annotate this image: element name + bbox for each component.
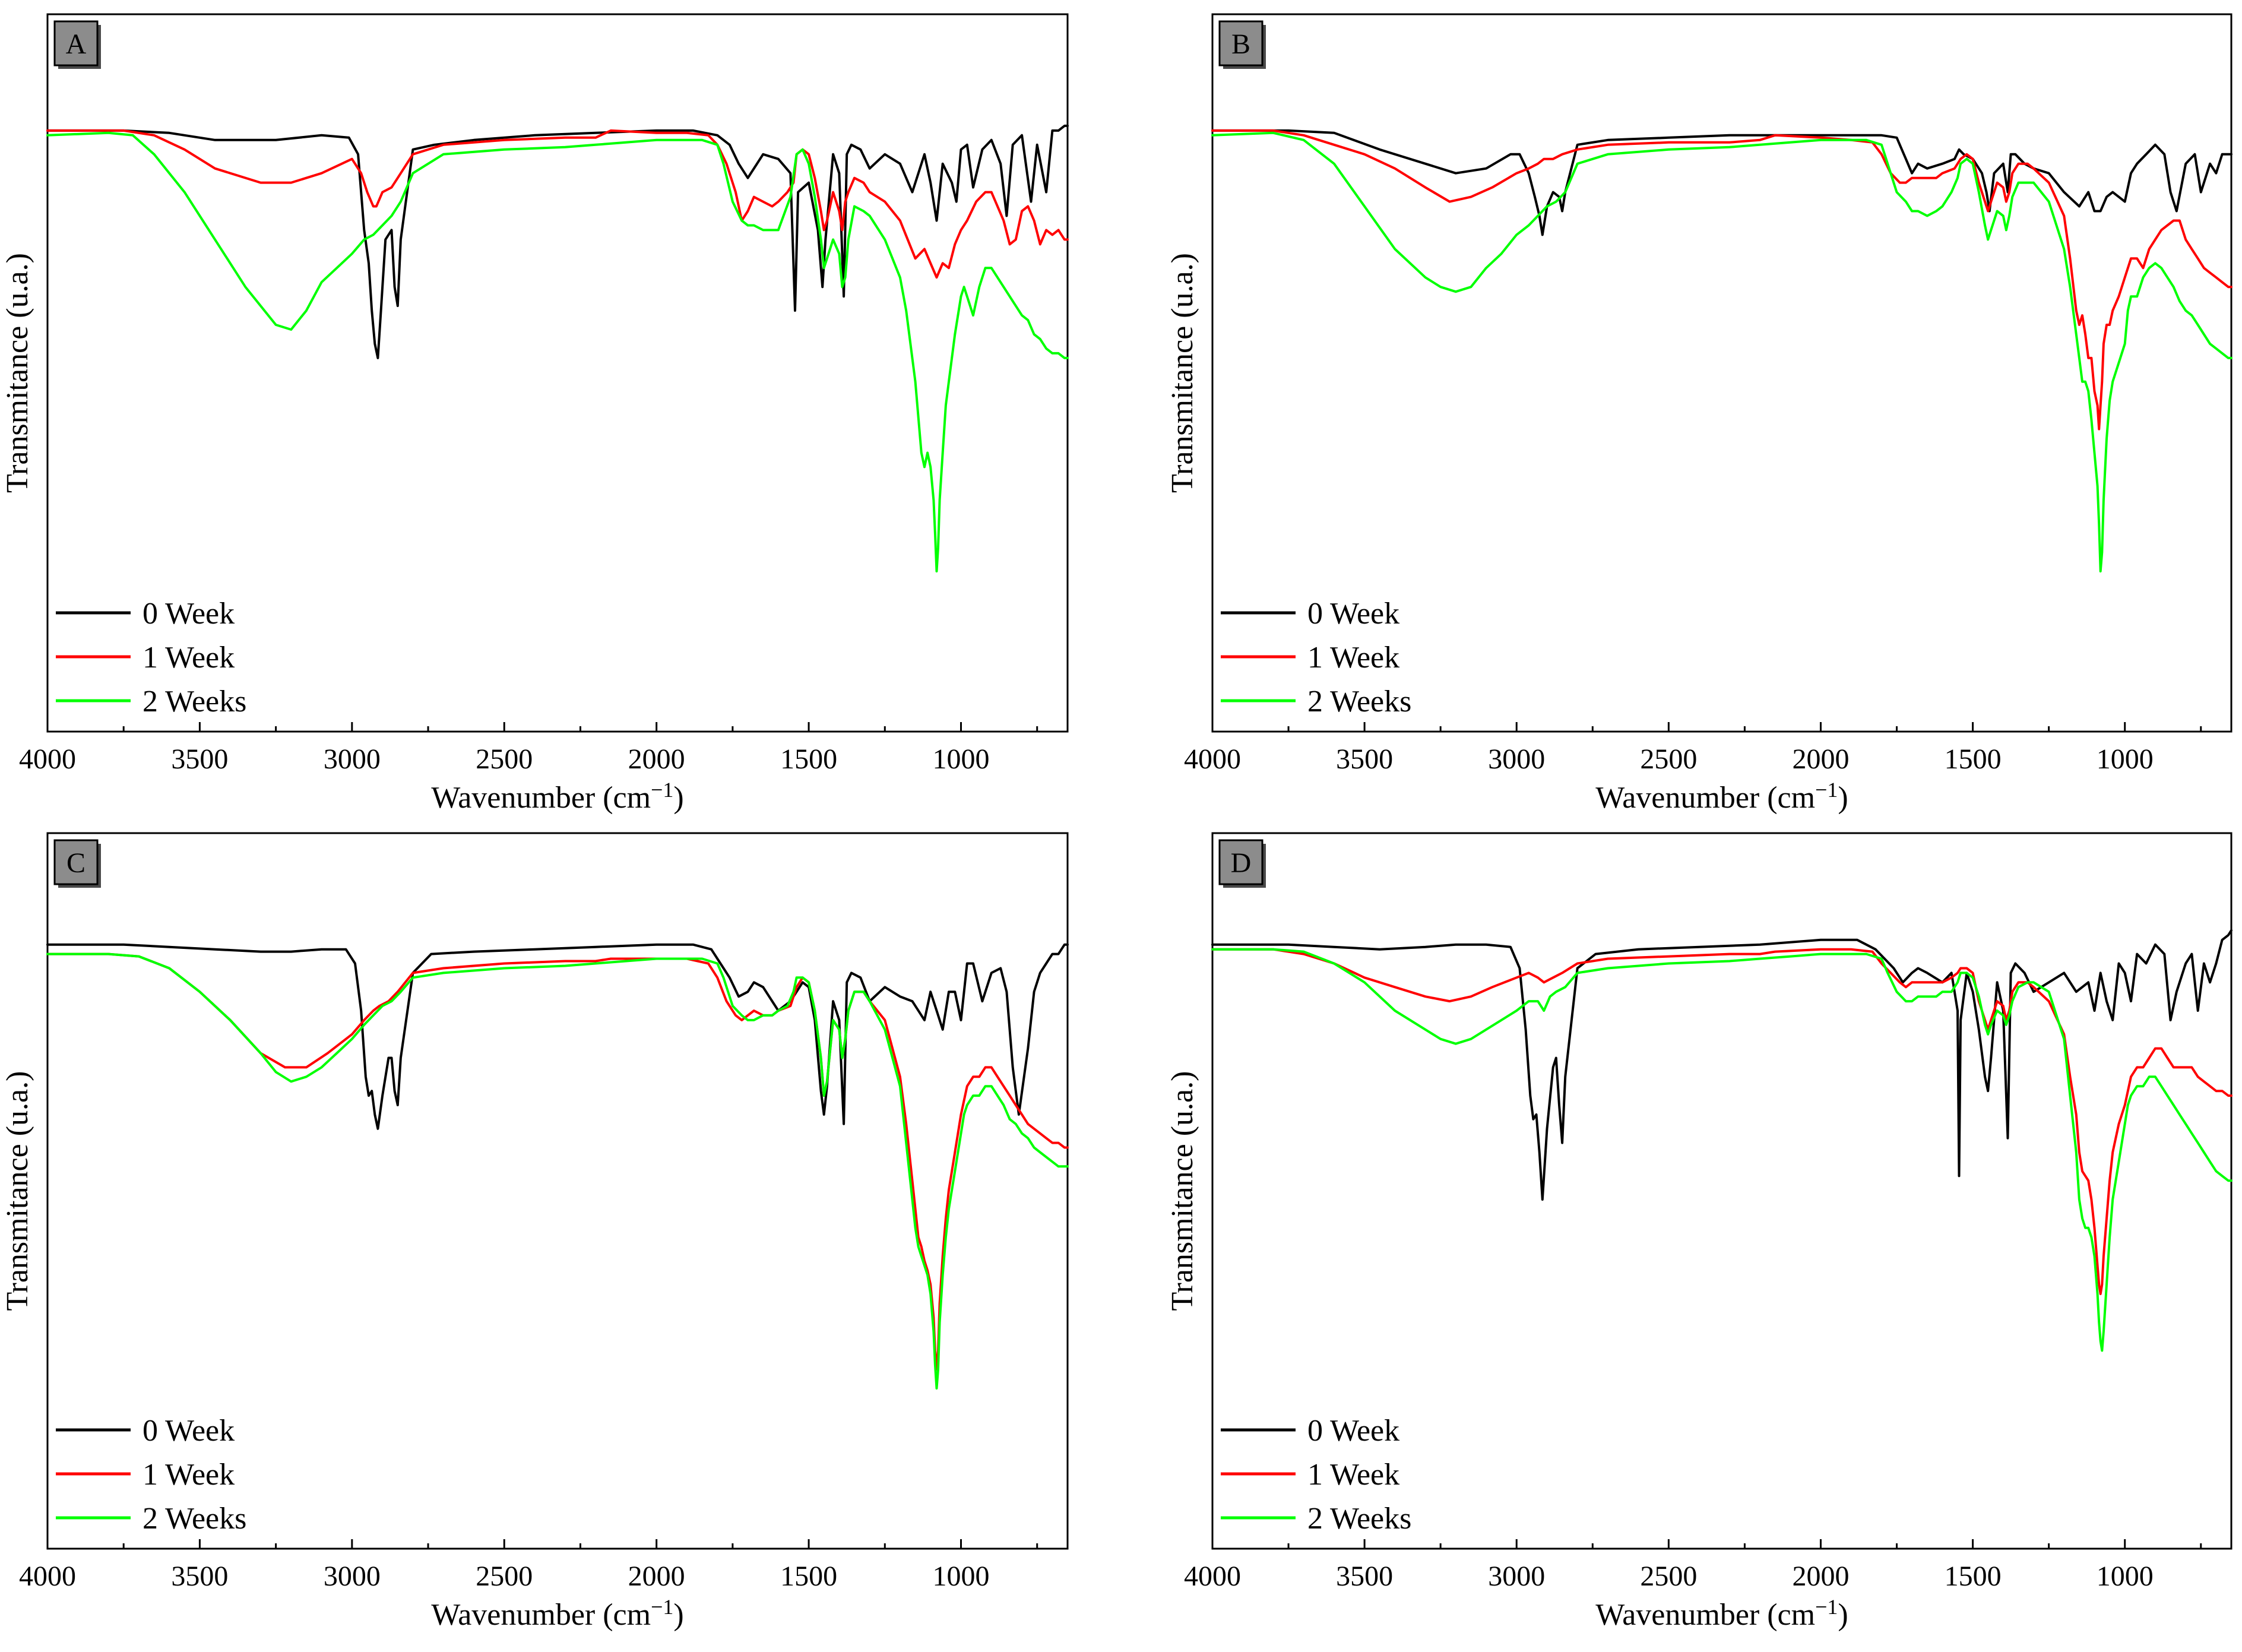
legend-label-0-week: 0 Week: [1307, 1414, 1399, 1448]
legend-label-2-weeks: 2 Weeks: [142, 1502, 246, 1536]
x-tick-label: 1500: [1945, 1561, 2002, 1592]
panel-badge: [53, 839, 99, 885]
plot-frame: [46, 832, 1069, 1550]
legend-label-2-weeks: 2 Weeks: [1307, 685, 1411, 719]
x-tick-label: 3500: [1336, 1561, 1393, 1592]
legend-label-0-week: 0 Week: [142, 597, 235, 631]
x-tick-label: 4000: [19, 743, 76, 775]
plot-frame: [46, 13, 1069, 733]
series-line-0-week: [1211, 929, 2232, 1201]
legend-label-1-week: 1 Week: [142, 641, 235, 675]
x-tick-label: 3500: [171, 1561, 228, 1592]
legend-label-1-week: 1 Week: [142, 1458, 235, 1492]
x-tick-label: 2000: [628, 743, 685, 775]
x-tick-label: 2500: [476, 743, 533, 775]
panel-label: A: [66, 29, 87, 60]
panel-d: D 4000 3500 3000 2500 2000 1500 1000 Wavenumber …: [1166, 832, 2232, 1632]
panel-label: C: [66, 847, 86, 879]
y-axis-label: Transmitance (u.a.): [1166, 253, 1199, 493]
plot-frame: [1211, 13, 2232, 733]
series-line-1-week: [46, 952, 1069, 1371]
x-tick-label: 2500: [1640, 1561, 1697, 1592]
panel-badge: [1218, 839, 1264, 885]
x-tick-label: 2000: [1792, 743, 1849, 775]
series-line-2-weeks: [1211, 948, 2232, 1352]
panel-a: A 4000 3500 3000 2500 2000 1500 1000 Wavenumber …: [1, 13, 1069, 815]
x-tick-label: 4000: [19, 1561, 76, 1592]
x-axis-label: Wavenumber (cm−1): [1595, 1595, 1848, 1632]
y-axis-label: Transmitance (u.a.): [1, 253, 34, 493]
x-tick-label: 3000: [324, 743, 381, 775]
series-line-0-week: [46, 124, 1069, 359]
panel-label: B: [1231, 29, 1250, 60]
series-line-1-week: [46, 129, 1069, 279]
series-line-1-week: [1211, 948, 2232, 1295]
x-tick-label: 2500: [1640, 743, 1697, 775]
x-tick-label: 3500: [1336, 743, 1393, 775]
x-tick-label: 1000: [2097, 743, 2154, 775]
x-tick-label: 1000: [2097, 1561, 2154, 1592]
legend-label-0-week: 0 Week: [142, 1414, 235, 1448]
x-tick-label: 2000: [1792, 1561, 1849, 1592]
x-tick-label: 1500: [1945, 743, 2002, 775]
x-axis-label: Wavenumber (cm−1): [431, 1595, 683, 1632]
series-line-2-weeks: [46, 131, 1069, 572]
legend-label-2-weeks: 2 Weeks: [142, 685, 246, 719]
legend-label-0-week: 0 Week: [1307, 597, 1399, 631]
panel-b: B 4000 3500 3000 2500 2000 1500 1000 Wavenumber …: [1166, 13, 2232, 815]
x-tick-label: 1500: [780, 743, 837, 775]
y-axis-label: Transmitance (u.a.): [1, 1071, 34, 1311]
panel-badge: [53, 20, 99, 67]
x-tick-label: 3500: [171, 743, 228, 775]
panel-label: D: [1231, 847, 1252, 879]
x-tick-label: 1500: [780, 1561, 837, 1592]
x-tick-label: 4000: [1184, 1561, 1241, 1592]
series-line-0-week: [1211, 129, 2232, 236]
y-axis-label: Transmitance (u.a.): [1166, 1071, 1199, 1311]
x-axis-label: Wavenumber (cm−1): [431, 778, 683, 815]
x-tick-label: 3000: [1488, 1561, 1545, 1592]
x-tick-label: 4000: [1184, 743, 1241, 775]
legend-label-2-weeks: 2 Weeks: [1307, 1502, 1411, 1536]
x-tick-label: 1000: [933, 1561, 990, 1592]
x-tick-label: 2000: [628, 1561, 685, 1592]
x-tick-label: 2500: [476, 1561, 533, 1592]
panel-badge: [1218, 20, 1264, 67]
plot-frame: [1211, 832, 2232, 1550]
panel-c: C 4000 3500 3000 2500 2000 1500 1000 Wavenumber …: [1, 832, 1069, 1632]
series-line-1-week: [1211, 129, 2232, 431]
legend-label-1-week: 1 Week: [1307, 1458, 1399, 1492]
series-line-2-weeks: [1211, 131, 2232, 572]
series-line-0-week: [46, 943, 1069, 1130]
legend-label-1-week: 1 Week: [1307, 641, 1399, 675]
series-line-2-weeks: [46, 952, 1069, 1390]
x-tick-label: 3000: [1488, 743, 1545, 775]
x-tick-label: 3000: [324, 1561, 381, 1592]
x-tick-label: 1000: [933, 743, 990, 775]
x-axis-label: Wavenumber (cm−1): [1595, 778, 1848, 815]
